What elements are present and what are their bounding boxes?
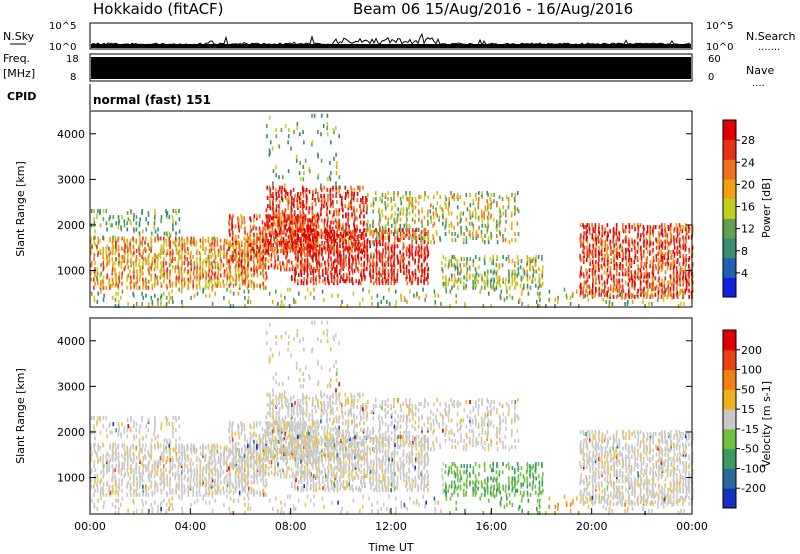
- x-tick-label: 16:00: [475, 520, 507, 533]
- colorbar-segment: [723, 349, 736, 371]
- colorbar-tick: 12: [741, 223, 755, 236]
- colorbar-segment: [723, 277, 736, 298]
- nave-dots: ....: [752, 78, 765, 89]
- colorbar-tick: 24: [741, 156, 755, 169]
- velocity-colorbar: 200 100 50 15 -15 -50 -100 -200: [722, 329, 766, 509]
- colorbar-segment: [723, 488, 736, 509]
- power-heatmap-cells: [90, 113, 694, 308]
- colorbar-segment: [723, 139, 736, 160]
- y-tick-label: 1000: [57, 265, 85, 278]
- power-cbar-label: Power [dB]: [760, 178, 773, 238]
- y-tick-label: 3000: [57, 173, 85, 186]
- nsky-trace: [91, 32, 691, 47]
- colorbar-segment: [723, 389, 736, 410]
- freq-tick-bottom: 8: [70, 72, 76, 83]
- y-tick-label: 3000: [57, 380, 85, 393]
- velocity-xlabel: Time UT: [367, 541, 413, 554]
- cpid-label: CPID: [7, 90, 36, 103]
- power-y-ticks: 1000 2000 3000 4000: [57, 128, 692, 278]
- colorbar-segment: [723, 120, 736, 141]
- x-tick-label: 00:00: [676, 520, 708, 533]
- y-tick-label: 4000: [57, 335, 85, 348]
- nave-tick-bottom: 0: [708, 72, 714, 83]
- colorbar-tick: 8: [741, 245, 748, 258]
- nsearch-tick-top: 10^5: [706, 21, 733, 32]
- colorbar-tick: 16: [741, 201, 755, 214]
- velocity-heatmap-cells: [90, 320, 694, 515]
- colorbar-tick: 100: [741, 364, 762, 377]
- y-tick-label: 4000: [57, 128, 85, 141]
- x-tick-label: 08:00: [275, 520, 307, 533]
- nsky-tick-top: 10^5: [49, 21, 76, 32]
- nsky-tick-bottom: 10^0: [49, 42, 76, 53]
- colorbar-tick: 200: [741, 344, 762, 357]
- velocity-x-ticks: 00:00 04:00 08:00 12:00 16:00 20:00 00:00: [74, 508, 708, 533]
- colorbar-tick: 15: [741, 403, 755, 416]
- power-ylabel: Slant Range [km]: [14, 161, 27, 257]
- nave-tick-top: 60: [708, 54, 721, 65]
- freq-label-bottom: [MHz]: [3, 67, 35, 80]
- y-tick-label: 2000: [57, 426, 85, 439]
- colorbar-tick: 20: [741, 178, 755, 191]
- nsearch-label: N.Search: [746, 30, 796, 43]
- y-tick-label: 2000: [57, 219, 85, 232]
- plot-title: Hokkaido (fitACF): [93, 0, 224, 18]
- freq-panel: Freq. [MHz] 18 8 60 0 Nave ....: [3, 52, 774, 89]
- colorbar-segment: [723, 448, 736, 469]
- colorbar-segment: [723, 159, 736, 180]
- freq-label-top: Freq.: [3, 52, 30, 65]
- nsky-label: N.Sky: [3, 30, 35, 43]
- colorbar-segment: [723, 409, 736, 430]
- colorbar-tick: 28: [741, 134, 755, 147]
- colorbar-segment: [723, 238, 736, 259]
- colorbar-tick: 50: [741, 383, 755, 396]
- power-frame: [89, 110, 693, 308]
- colorbar-segment: [723, 198, 736, 219]
- beam-info: Beam 06 15/Aug/2016 - 16/Aug/2016: [353, 0, 633, 18]
- x-tick-label: 00:00: [74, 520, 106, 533]
- nave-label: Nave: [746, 64, 774, 77]
- colorbar-segment: [723, 257, 736, 278]
- power-colorbar: 4 8 12 16 20 24 28: [722, 119, 755, 298]
- x-tick-label: 04:00: [174, 520, 206, 533]
- colorbar-tick: 4: [741, 267, 748, 280]
- cpid-panel: CPID normal (fast) 151: [7, 84, 211, 110]
- colorbar-tick: -200: [741, 482, 766, 495]
- x-tick-label: 12:00: [375, 520, 407, 533]
- freq-tick-top: 18: [66, 54, 79, 65]
- colorbar-segment: [723, 218, 736, 239]
- colorbar-tick: -100: [741, 462, 766, 475]
- colorbar-segment: [723, 330, 736, 351]
- colorbar-tick: -15: [741, 423, 759, 436]
- velocity-cbar-label: Velocity [m s-1]: [760, 381, 773, 467]
- freq-band: [91, 57, 691, 79]
- colorbar-segment: [723, 468, 736, 489]
- colorbar-segment: [723, 428, 736, 450]
- x-tick-label: 20:00: [576, 520, 608, 533]
- velocity-panel: 1000 2000 3000 4000 00:00 04:00 08:00 12:00 16:…: [14, 317, 773, 554]
- nsearch-tick-bottom: 10^0: [706, 42, 733, 53]
- power-panel: 1000 2000 3000 4000 Slant Range [km] 4 8 12 16…: [14, 110, 773, 308]
- colorbar-segment: [723, 369, 736, 390]
- colorbar-segment: [723, 179, 736, 200]
- cpid-mode: normal (fast) 151: [93, 93, 211, 107]
- nsky-panel: N.Sky 10^5 10^0 10^5 10^0 N.Search .....…: [3, 21, 796, 53]
- y-tick-label: 1000: [57, 472, 85, 485]
- velocity-ylabel: Slant Range [km]: [14, 368, 27, 464]
- colorbar-tick: -50: [741, 443, 759, 456]
- nsearch-dots: .......: [758, 42, 780, 53]
- velocity-y-ticks: 1000 2000 3000 4000: [57, 335, 692, 485]
